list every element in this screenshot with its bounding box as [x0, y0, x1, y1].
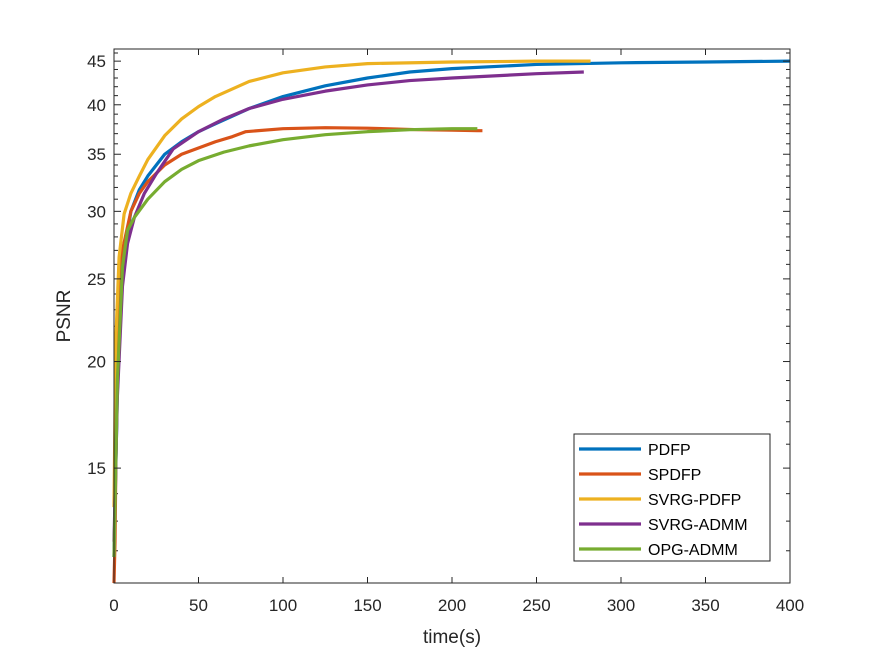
x-tick-label: 250 — [522, 596, 550, 615]
y-tick-label: 15 — [87, 459, 106, 478]
y-tick-label: 25 — [87, 270, 106, 289]
x-tick-label: 400 — [776, 596, 804, 615]
y-tick-label: 35 — [87, 145, 106, 164]
legend-label-svrg-pdfp: SVRG-PDFP — [648, 492, 741, 509]
y-tick-label: 30 — [87, 202, 106, 221]
legend-label-pdfp: PDFP — [648, 442, 691, 459]
x-tick-label: 200 — [438, 596, 466, 615]
y-axis-label: PSNR — [54, 290, 75, 343]
legend-label-opg-admm: OPG-ADMM — [648, 542, 738, 559]
x-tick-label: 350 — [691, 596, 719, 615]
y-tick-label: 45 — [87, 52, 106, 71]
x-tick-label: 300 — [607, 596, 635, 615]
x-tick-label: 0 — [109, 596, 118, 615]
x-tick-label: 150 — [353, 596, 381, 615]
x-axis-label: time(s) — [423, 627, 481, 648]
legend-label-spdfp: SPDFP — [648, 467, 701, 484]
x-axis-ticks: 0 50 100 150 200 250 300 350 400 — [109, 49, 804, 615]
legend-label-svrg-admm: SVRG-ADMM — [648, 517, 748, 534]
y-tick-label: 20 — [87, 353, 106, 372]
series-line-svrg-pdfp — [112, 59, 591, 508]
x-tick-label: 100 — [269, 596, 297, 615]
series-layer — [112, 59, 791, 584]
y-tick-label: 40 — [87, 96, 106, 115]
series-line-opg-admm — [112, 127, 478, 558]
legend: PDFP SPDFP SVRG-PDFP SVRG-ADMM OPG-ADMM — [573, 433, 771, 562]
series-line-svrg-admm — [112, 70, 584, 542]
x-tick-label: 50 — [189, 596, 208, 615]
y-axis-ticks: 15 20 25 30 35 40 45 — [87, 52, 790, 478]
